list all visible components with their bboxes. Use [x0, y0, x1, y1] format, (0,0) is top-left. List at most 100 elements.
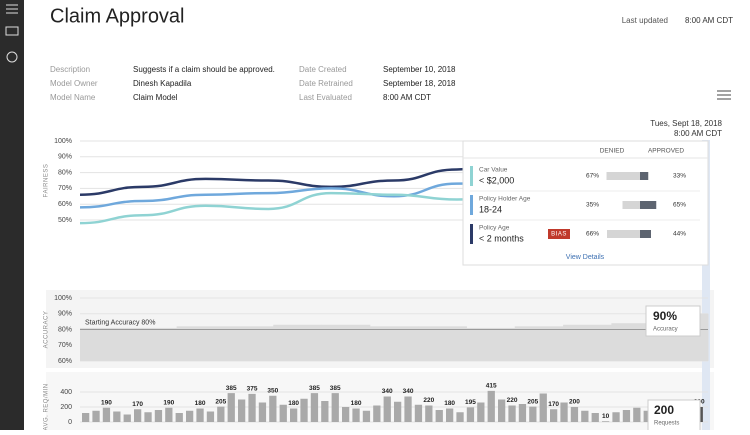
request-bar — [186, 410, 194, 422]
request-bar — [373, 405, 381, 422]
bar-label: 385 — [309, 385, 320, 392]
detail-label: Date Retrained — [299, 79, 353, 88]
y-tick-label: 70% — [58, 342, 72, 349]
accuracy-step — [563, 324, 612, 361]
accuracy-step — [514, 326, 564, 361]
bar-label: 170 — [548, 401, 559, 408]
request-bar — [570, 407, 579, 422]
request-bar — [529, 406, 537, 422]
accuracy-step — [369, 326, 419, 361]
bar-label: 170 — [132, 401, 143, 408]
request-bar — [550, 409, 558, 422]
starting-accuracy-label: Starting Accuracy 80% — [85, 319, 155, 326]
request-bar — [102, 407, 111, 422]
request-bar — [290, 408, 298, 422]
axis-label: FAIRNESS — [44, 164, 50, 198]
last-updated-label: Last updated — [622, 16, 668, 25]
approved-header: APPROVED — [648, 148, 684, 155]
request-bar — [352, 408, 360, 422]
request-bar — [560, 402, 568, 422]
accuracy-step — [418, 326, 467, 361]
detail-value: September 18, 2018 — [383, 79, 456, 88]
request-bar — [487, 390, 495, 422]
detail-label: Date Created — [299, 65, 347, 74]
row-color — [470, 195, 473, 215]
request-bar — [404, 396, 412, 422]
request-bar — [82, 413, 90, 422]
detail-value: Suggests if a claim should be approved. — [133, 65, 275, 74]
bar-label: 190 — [101, 399, 112, 406]
filter-icon[interactable] — [6, 4, 18, 14]
accuracy-step — [176, 326, 226, 361]
request-bar — [518, 404, 527, 422]
bar-label: 195 — [465, 399, 476, 406]
accuracy-callout-value: 90% — [653, 309, 677, 323]
row-group: 18-24 — [479, 204, 502, 214]
bar-label: 205 — [527, 398, 538, 405]
view-details-link[interactable]: View Details — [566, 254, 605, 261]
last-updated-value: 8:00 AM CDT — [685, 16, 733, 25]
request-bar — [217, 406, 225, 422]
detail-value: September 10, 2018 — [383, 65, 456, 74]
detail-value: 8:00 AM CDT — [383, 93, 431, 102]
tooltip-box — [462, 140, 709, 266]
approved-bar — [640, 201, 657, 209]
sidebar-icons — [5, 4, 19, 63]
approved-value: 33% — [673, 173, 686, 180]
requests-callout-label: Requests — [654, 421, 679, 427]
denied-value: 67% — [586, 173, 599, 180]
axis-label: AVG. REQ/MIN — [44, 383, 50, 430]
denied-bar — [607, 230, 640, 238]
request-bar — [227, 393, 235, 422]
approved-bar — [640, 230, 651, 238]
request-bar — [165, 407, 173, 422]
request-bar — [383, 396, 391, 422]
bar-label: 220 — [423, 397, 434, 404]
settings-icon[interactable] — [717, 90, 731, 100]
request-bar — [321, 401, 329, 422]
request-bar — [643, 410, 651, 422]
request-bar — [238, 399, 246, 422]
row-group: < $2,000 — [479, 175, 514, 185]
request-bar — [248, 393, 256, 422]
row-name: Car Value — [479, 167, 508, 174]
request-bar — [206, 411, 215, 422]
request-bar — [175, 413, 183, 422]
model-icon[interactable] — [5, 26, 19, 36]
bar-label: 340 — [382, 388, 393, 395]
approved-value: 44% — [673, 231, 686, 238]
request-bar — [154, 410, 163, 422]
bias-label: BIAS — [551, 232, 567, 238]
request-bar — [539, 393, 547, 422]
request-bar — [362, 410, 371, 422]
request-bar — [602, 421, 610, 422]
request-bar — [134, 409, 142, 422]
detail-label: Last Evaluated — [299, 93, 352, 102]
y-tick-label: 400 — [60, 389, 72, 396]
y-tick-label: 80% — [58, 169, 72, 176]
request-bar — [310, 393, 319, 422]
request-bar — [612, 412, 620, 422]
request-bar — [633, 407, 641, 422]
fairness-tooltip: DENIED APPROVED Car Value< $2,000 67% 33% Pol… — [462, 140, 709, 266]
bar-label: 180 — [195, 400, 206, 407]
request-bar — [113, 411, 121, 422]
denied-bar — [606, 172, 640, 180]
selected-column — [702, 140, 710, 430]
detail-label: Model Name — [50, 93, 96, 102]
request-bar — [258, 402, 267, 422]
bar-label: 385 — [226, 385, 237, 392]
detail-label: Description — [50, 65, 90, 74]
detail-label: Model Owner — [50, 79, 98, 88]
help-icon[interactable] — [6, 51, 18, 63]
request-bar — [300, 398, 308, 422]
accuracy-callout-label: Accuracy — [653, 327, 678, 333]
request-bar — [425, 405, 433, 422]
y-tick-label: 60% — [58, 358, 72, 365]
bias-badge — [548, 229, 570, 239]
request-bar — [446, 408, 454, 422]
row-name: Policy Holder Age — [479, 196, 531, 203]
bar-label: 10 — [602, 413, 610, 420]
bar-label: 190 — [163, 399, 174, 406]
request-bar — [414, 404, 423, 422]
